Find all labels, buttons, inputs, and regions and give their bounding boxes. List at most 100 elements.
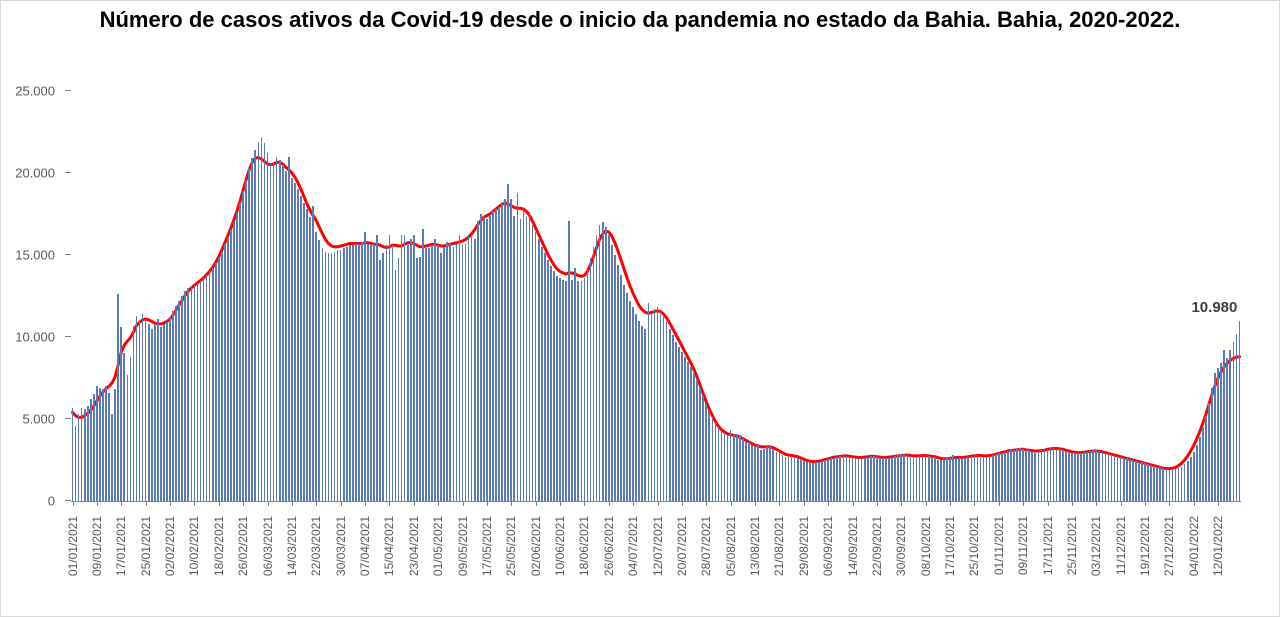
bar (422, 229, 424, 501)
bar (1178, 468, 1180, 501)
bar (879, 458, 881, 501)
bar (739, 435, 741, 501)
bar (913, 457, 915, 501)
bar (577, 281, 579, 501)
bar (1126, 458, 1128, 501)
bar (1175, 469, 1177, 501)
bar (797, 458, 799, 501)
bar (419, 257, 421, 501)
bar (809, 463, 811, 501)
bar (285, 171, 287, 501)
bar (986, 457, 988, 501)
x-tick-label: 18/02/2021 (212, 516, 226, 616)
bar (297, 189, 299, 501)
x-tick-label: 25/10/2021 (967, 516, 981, 616)
bar (967, 457, 969, 501)
bar (614, 255, 616, 501)
bar (1092, 450, 1094, 501)
bar (629, 301, 631, 501)
bar (224, 244, 226, 501)
bar (200, 281, 202, 501)
y-tick-label: 5.000 (1, 412, 55, 427)
bar (1031, 452, 1033, 501)
bar (815, 462, 817, 501)
x-tick-label: 07/04/2021 (358, 516, 372, 616)
bar (1236, 334, 1238, 501)
bar (1089, 451, 1091, 501)
bar (373, 244, 375, 501)
bar (264, 143, 266, 501)
bar (666, 322, 668, 501)
bar (1053, 448, 1055, 501)
bar (453, 247, 455, 501)
plot-area (71, 91, 1241, 501)
bar (760, 450, 762, 501)
bar (93, 394, 95, 501)
bar (437, 245, 439, 501)
bar (754, 447, 756, 501)
bar (1153, 466, 1155, 501)
x-tick-label: 18/06/2021 (577, 516, 591, 616)
bar (736, 434, 738, 501)
bar (459, 235, 461, 501)
bar (382, 253, 384, 501)
y-tick (65, 254, 71, 255)
bar (562, 280, 564, 501)
bar (355, 244, 357, 501)
x-tick-label: 28/07/2021 (699, 516, 713, 616)
bar (581, 281, 583, 501)
bar (108, 393, 110, 501)
bar (1123, 458, 1125, 501)
last-point-label: 10.980 (1191, 299, 1237, 316)
bar (1117, 456, 1119, 501)
bar (212, 268, 214, 501)
bar (1150, 465, 1152, 501)
bar (221, 252, 223, 501)
bar (1074, 453, 1076, 501)
bar (903, 454, 905, 501)
x-tick-label: 25/01/2021 (139, 516, 153, 616)
bar (258, 142, 260, 501)
bar (105, 386, 107, 501)
x-tick-label: 17/01/2021 (114, 516, 128, 616)
bar (145, 319, 147, 501)
bar (934, 457, 936, 501)
bar (1159, 467, 1161, 501)
bar (181, 296, 183, 501)
bar (961, 458, 963, 501)
bar (206, 275, 208, 501)
bar (72, 408, 74, 501)
bar (980, 456, 982, 501)
bar (172, 311, 174, 501)
bar (1169, 470, 1171, 501)
bar (529, 212, 531, 501)
x-tick-label: 08/10/2021 (919, 516, 933, 616)
bar (1229, 350, 1231, 501)
bar (139, 321, 141, 501)
y-tick-label: 10.000 (1, 330, 55, 345)
bar (142, 314, 144, 501)
bar (794, 457, 796, 501)
bar (1068, 452, 1070, 501)
bar (910, 456, 912, 501)
bar (708, 411, 710, 501)
bar (590, 258, 592, 501)
bar (919, 456, 921, 501)
bar (312, 206, 314, 501)
bar (114, 389, 116, 501)
bar (654, 309, 656, 501)
bar (194, 285, 196, 501)
bar (833, 458, 835, 501)
bar (395, 270, 397, 501)
bar (855, 458, 857, 501)
bar (1105, 453, 1107, 501)
bar (1004, 452, 1006, 501)
bar (1184, 464, 1186, 501)
bar (608, 235, 610, 501)
bar (191, 286, 193, 501)
bar (136, 316, 138, 501)
bar (520, 219, 522, 501)
bar (587, 270, 589, 501)
bar (922, 455, 924, 501)
bar (154, 324, 156, 501)
